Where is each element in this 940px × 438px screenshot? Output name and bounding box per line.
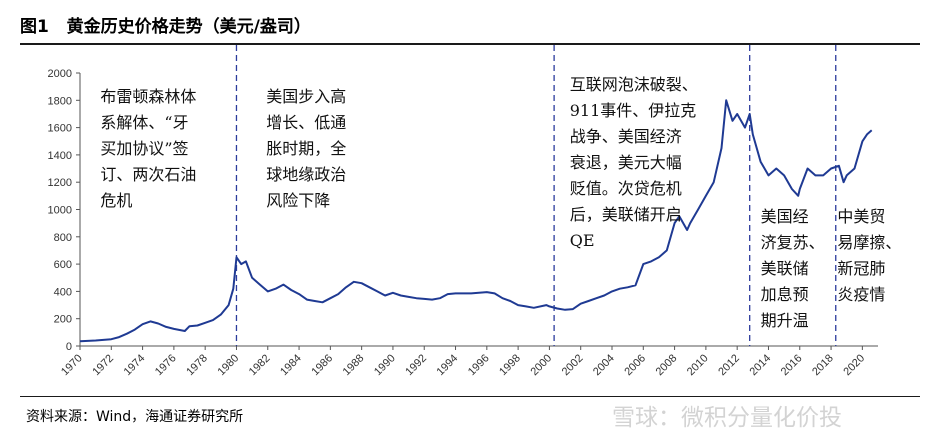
x-tick-label: 1992 — [403, 352, 429, 378]
annotation-line: 贬值。次贷危机 — [570, 179, 682, 198]
annotation-line: 互联网泡沫破裂、 — [570, 75, 698, 94]
y-tick-label: 400 — [54, 286, 72, 298]
annotation-line: 系解体、“牙 — [100, 113, 188, 132]
x-tick-label: 1980 — [216, 352, 242, 378]
era-annotation: 美国步入高增长、低通胀时期，全球地缘政治风险下降 — [266, 87, 346, 210]
x-tick-label: 2002 — [560, 352, 586, 378]
figure-label: 图1 — [20, 17, 49, 37]
annotation-line: 易摩擦、 — [837, 233, 901, 252]
x-tick-label: 2000 — [528, 352, 554, 378]
annotation-line: 后，美联储开启 — [570, 205, 682, 224]
annotation-line: 美国经 — [761, 207, 809, 226]
x-tick-label: 1974 — [122, 352, 148, 378]
x-tick-label: 1982 — [247, 352, 273, 378]
annotation-line: 球地缘政治 — [266, 165, 346, 184]
chart-series — [79, 99, 873, 343]
y-tick-label: 200 — [54, 314, 72, 326]
x-tick-label: 1994 — [435, 352, 461, 378]
x-tick-label: 2010 — [685, 352, 711, 378]
x-tick-label: 2016 — [779, 352, 805, 378]
y-tick-label: 600 — [54, 259, 72, 271]
y-tick-label: 800 — [54, 232, 72, 244]
annotation-line: 美联储 — [761, 259, 809, 278]
y-tick-label: 2000 — [48, 68, 72, 80]
chart-axes — [79, 73, 878, 347]
x-tick-label: 2018 — [810, 352, 836, 378]
x-tick-label: 2006 — [622, 352, 648, 378]
x-tick-label: 1986 — [309, 352, 335, 378]
annotation-line: 期升温 — [761, 311, 809, 330]
x-tick-label: 1972 — [90, 352, 116, 378]
source-note: 资料来源：Wind，海通证券研究所 — [26, 409, 244, 425]
x-tick-label: 1996 — [466, 352, 492, 378]
figure-title: 图1 黄金历史价格走势（美元/盎司） — [20, 12, 311, 37]
x-tick-label: 2020 — [841, 352, 867, 378]
x-tick-label: 1998 — [497, 352, 523, 378]
era-dividers — [235, 45, 837, 346]
era-annotation: 布雷顿森林体系解体、“牙买加协议”签订、两次石油危机 — [100, 87, 196, 210]
annotation-line: 胀时期，全 — [266, 139, 346, 158]
watermark: 雪球：微积分量化价投 — [612, 405, 842, 431]
figure-title-text: 黄金历史价格走势（美元/盎司） — [66, 17, 311, 37]
x-tick-label: 1988 — [341, 352, 367, 378]
annotation-line: 危机 — [100, 191, 132, 210]
x-tick-label: 2004 — [591, 352, 617, 378]
x-tick-label: 1978 — [184, 352, 210, 378]
annotation-line: 炎疫情 — [837, 285, 885, 304]
x-tick-label: 1970 — [59, 352, 85, 378]
y-tick-label: 1800 — [48, 95, 72, 107]
annotation-line: 美国步入高 — [266, 87, 346, 106]
bottom-rule — [20, 396, 920, 397]
annotation-line: 衰退，美元大幅 — [570, 153, 682, 172]
y-tick-label: 1600 — [48, 123, 72, 135]
era-annotation: 中美贸易摩擦、新冠肺炎疫情 — [837, 207, 901, 304]
y-tick-label: 1000 — [48, 205, 72, 217]
annotation-line: QE — [570, 231, 595, 250]
gold-price-line — [79, 99, 873, 343]
x-tick-label: 2008 — [654, 352, 680, 378]
x-tick-label: 2012 — [716, 352, 742, 378]
x-tick-label: 1976 — [153, 352, 179, 378]
y-tick-label: 1400 — [48, 150, 72, 162]
era-annotations: 布雷顿森林体系解体、“牙买加协议”签订、两次石油危机美国步入高增长、低通胀时期，… — [100, 75, 901, 330]
annotation-line: 增长、低通 — [266, 113, 346, 132]
y-tick-label: 0 — [66, 341, 72, 353]
annotation-line: 买加协议”签 — [100, 139, 188, 158]
figure-title-row: 图1 黄金历史价格走势（美元/盎司） — [0, 0, 940, 45]
annotation-line: 战争、美国经济 — [570, 127, 682, 146]
annotation-line: 风险下降 — [266, 191, 330, 210]
era-annotation: 美国经济复苏、美联储加息预期升温 — [761, 207, 825, 330]
title-rule — [20, 43, 920, 45]
annotation-line: 订、两次石油 — [100, 165, 196, 184]
annotation-line: 加息预 — [761, 285, 809, 304]
annotation-line: 布雷顿森林体 — [100, 87, 196, 106]
x-tick-label: 1984 — [278, 352, 304, 378]
x-tick-label: 2014 — [748, 352, 774, 378]
era-annotation: 互联网泡沫破裂、 911事件、伊拉克战争、美国经济衰退，美元大幅贬值。次贷危机后，… — [570, 75, 698, 250]
annotation-line: 911事件、伊拉克 — [570, 101, 697, 120]
annotation-line: 中美贸 — [837, 207, 885, 226]
annotation-line: 济复苏、 — [761, 233, 825, 252]
x-tick-label: 1990 — [372, 352, 398, 378]
y-tick-label: 1200 — [48, 177, 72, 189]
annotation-line: 新冠肺 — [837, 259, 885, 278]
